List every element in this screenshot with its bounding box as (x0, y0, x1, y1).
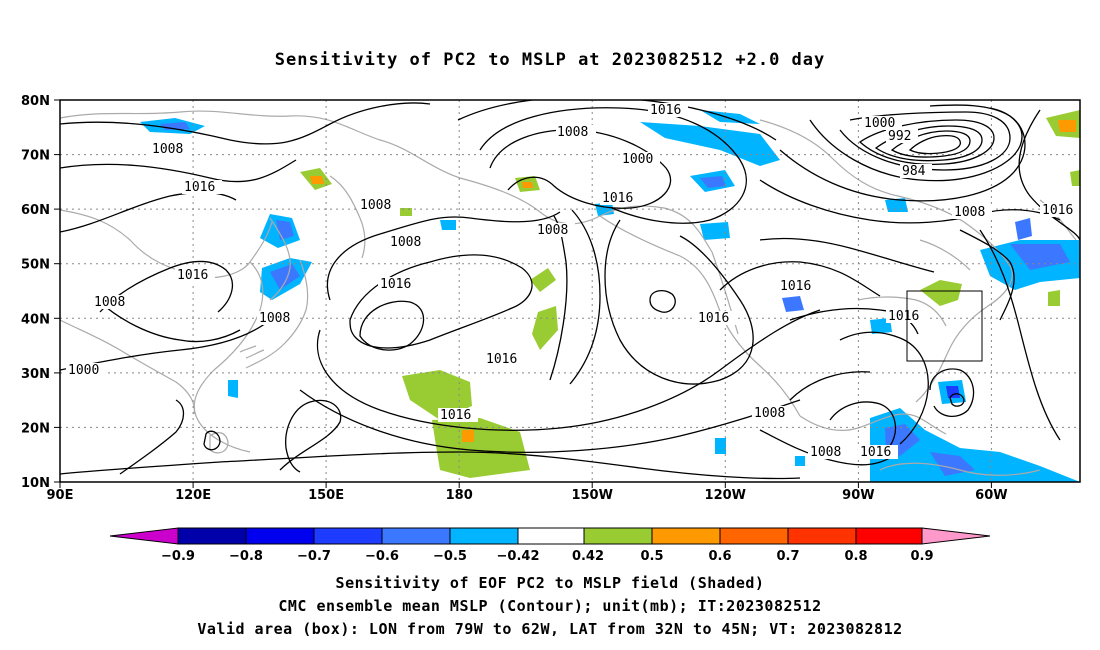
colorbar-swatch (245, 527, 315, 545)
lat-label: 30N (21, 367, 50, 382)
contour-label: 1016 (184, 180, 215, 195)
lat-label: 40N (21, 312, 50, 327)
lat-label: 80N (21, 94, 50, 109)
caption-shading: Sensitivity of EOF PC2 to MSLP field (Sh… (335, 574, 765, 592)
longitude-labels: 90E 120E 150E 180 150W 120W 90W 60W (47, 488, 1008, 503)
colorbar-label: 0.8 (844, 549, 867, 564)
colorbar-label: 0.42 (572, 549, 604, 564)
contour-label: 1008 (259, 311, 290, 326)
colorbar-label: −0.5 (433, 549, 467, 564)
colorbar-swatch (583, 527, 653, 545)
lat-label: 50N (21, 258, 50, 273)
colorbar-swatch (855, 527, 923, 545)
lon-label: 90E (47, 488, 74, 503)
colorbar-low-arrow (109, 527, 179, 545)
latitude-labels: 80N 70N 60N 50N 40N 30N 20N 10N (21, 94, 50, 491)
colorbar-swatch (313, 527, 383, 545)
contour-label: 1008 (754, 406, 785, 421)
lon-label: 60W (975, 488, 1007, 503)
colorbar-label: −0.42 (497, 549, 540, 564)
colorbar-label: −0.7 (297, 549, 331, 564)
contour-label: 1008 (360, 198, 391, 213)
colorbar-label: 0.7 (776, 549, 799, 564)
contour-label: 1016 (602, 191, 633, 206)
axis-ticks (54, 99, 992, 488)
map-title: Sensitivity of PC2 to MSLP at 2023082512… (274, 50, 826, 70)
contour-label: 1016 (860, 445, 891, 460)
contour-label: 1016 (380, 277, 411, 292)
colorbar-swatch (381, 527, 451, 545)
colorbar-label: 0.5 (640, 549, 663, 564)
colorbar-label: −0.6 (365, 549, 399, 564)
contour-label: 1008 (810, 445, 841, 460)
contour-label: 1016 (1042, 203, 1073, 218)
colorbar-high-arrow (921, 527, 991, 545)
contour-label: 1008 (152, 142, 183, 157)
lat-label: 20N (21, 421, 50, 436)
colorbar-label: 0.9 (910, 549, 933, 564)
lon-label: 120E (175, 488, 211, 503)
colorbar-swatch (517, 527, 585, 545)
colorbar-label: −0.9 (161, 549, 195, 564)
colorbar-label: 0.6 (708, 549, 731, 564)
colorbar-label: −0.8 (229, 549, 263, 564)
lon-label: 120W (705, 488, 746, 503)
colorbar-swatch (449, 527, 519, 545)
caption-contour: CMC ensemble mean MSLP (Contour); unit(m… (278, 597, 822, 615)
contour-label: 1016 (780, 279, 811, 294)
contour-label: 1008 (557, 125, 588, 140)
caption-valid-area: Valid area (box): LON from 79W to 62W, L… (197, 620, 903, 638)
lon-label: 90W (842, 488, 874, 503)
contour-label: 984 (902, 164, 926, 179)
colorbar-swatch (651, 527, 721, 545)
lat-label: 70N (21, 149, 50, 164)
contour-label: 1008 (390, 235, 421, 250)
valid-area-box (906, 290, 983, 362)
contour-label: 1016 (888, 309, 919, 324)
contour-label: 992 (888, 129, 911, 144)
colorbar-labels: −0.9 −0.8 −0.7 −0.6 −0.5 −0.42 0.42 0.5 … (161, 549, 933, 564)
contour-label: 1000 (622, 152, 653, 167)
contour-label: 1016 (440, 408, 471, 423)
contour-label: 1016 (486, 352, 517, 367)
coastlines (60, 110, 1077, 476)
contour-label: 1000 (68, 363, 99, 378)
contour-labels: 1016 1008 1000 992 984 1008 1016 1008 10… (66, 103, 1080, 460)
contour-label: 1008 (954, 205, 985, 220)
mslp-contours (60, 100, 1080, 480)
lat-label: 10N (21, 476, 50, 491)
lon-label: 180 (446, 488, 473, 503)
map-frame (59, 99, 1081, 483)
colorbar-swatch (787, 527, 857, 545)
contour-label: 1008 (94, 295, 125, 310)
colorbar-swatch (177, 527, 247, 545)
contour-label: 1008 (537, 223, 568, 238)
lon-label: 150W (571, 488, 612, 503)
colorbar (109, 527, 991, 545)
lon-label: 150E (308, 488, 344, 503)
contour-label: 1016 (650, 103, 681, 118)
contour-label: 1016 (177, 268, 208, 283)
contour-label: 1000 (864, 116, 895, 131)
contour-label: 1016 (698, 311, 729, 326)
lat-label: 60N (21, 203, 50, 218)
graticule (60, 100, 1080, 482)
colorbar-swatch (719, 527, 789, 545)
sensitivity-shading (140, 110, 1080, 482)
